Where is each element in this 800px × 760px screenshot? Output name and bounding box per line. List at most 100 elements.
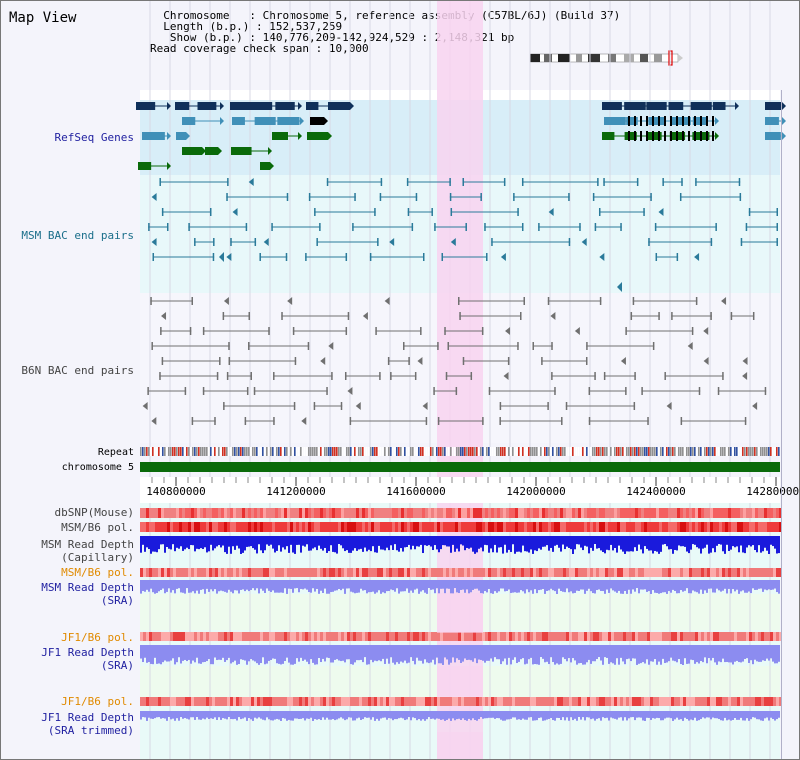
dbsnp-cell [419,508,422,518]
msm-bac-end [503,178,506,186]
msm-depth-bar [244,536,246,551]
msm-bac-end [377,238,379,246]
dbsnp-cell [482,508,485,518]
jf1-sra-depth-bar [566,645,568,662]
msm-sra-depth-bar [494,580,496,592]
msm-sra-depth-bar [482,580,484,594]
msm-bac-arrow [151,238,157,246]
jf1-trim-depth-bar [178,711,180,721]
jf1-trim-depth-bar [550,711,552,719]
msm-sra-depth-bar [660,580,662,594]
msm-bac-end [462,178,464,186]
msm-sra-depth-bar [408,580,410,593]
msm-sra-depth-bar [388,580,390,591]
jf1-trim-depth-bar [766,711,768,718]
jf1-trim-depth-bar [420,711,422,721]
pol-cell [713,522,716,532]
jf1-trim-depth-bar [496,711,498,719]
track-label-msm-bac[interactable]: MSM BAC end pairs [21,229,134,242]
repeat-mark [584,447,586,456]
pol-cell [491,522,494,532]
repeat-mark [674,447,676,456]
jf1-sra-depth-bar [666,645,668,663]
msm-depth-bar [758,536,760,546]
jf1-sra-depth-bar [224,645,226,662]
pol-cell [608,568,611,577]
repeat-mark [280,447,282,456]
jf1-trim-depth-bar [158,711,160,718]
jf1-sra-depth-bar [474,645,476,659]
msm-sra-depth-bar [566,580,568,589]
b6n-bac-end [403,342,405,350]
pol-cell [545,568,548,577]
repeat-mark [548,447,550,456]
b6n-bac-end [594,372,596,380]
repeat-mark [362,447,364,456]
msm-depth-bar [734,536,736,548]
pol-cell [173,697,176,706]
msm-bac-end [592,193,595,201]
jf1-trim-depth-bar [152,711,154,719]
msm-sra-depth-bar [416,580,418,589]
msm-depth-bar [608,536,610,551]
repeat-mark [598,447,600,456]
repeat-mark [342,447,344,456]
dbsnp-cell [635,508,638,518]
track-label-dbsnp: dbSNP(Mouse) [54,506,134,519]
msm-sra-depth-bar [242,580,244,590]
msm-bac-end [739,193,742,201]
track-label-b6n-bac[interactable]: B6N BAC end pairs [21,364,134,377]
jf1-trim-depth-bar [394,711,396,720]
jf1-trim-depth-bar [574,711,576,719]
pol-cell [194,568,197,577]
chromosome-ideogram[interactable] [528,50,688,66]
repeat-mark [730,447,732,456]
msm-depth-bar [326,536,328,553]
jf1-trim-depth-bar [544,711,546,721]
msm-depth-bar [504,536,506,545]
msm-sra-depth-bar [458,580,460,594]
jf1-trim-depth-bar [532,711,534,721]
pol-cell [548,697,551,706]
msm-sra-depth-bar [508,580,510,590]
msm-depth-bar [738,536,740,553]
pol-cell [551,632,554,641]
highlight-region [437,593,483,633]
msm-depth-bar [150,536,152,554]
jf1-trim-depth-bar [236,711,238,721]
jf1-trim-depth-bar [346,711,348,720]
msm-depth-bar [598,536,600,549]
msm-sra-depth-bar [252,580,254,589]
dbsnp-cell [350,508,353,518]
dbsnp-cell [155,508,158,518]
jf1-trim-depth-bar [360,711,362,720]
repeat-mark [220,447,222,456]
jf1-trim-depth-bar [162,711,164,719]
gene-exon [646,131,648,141]
jf1-sra-depth-bar [330,645,332,663]
pol-cell [296,632,299,641]
pol-cell [542,632,545,641]
track-label-refseq-genes[interactable]: RefSeq Genes [54,131,134,144]
pol-cell [440,568,443,577]
dbsnp-cell [194,508,197,518]
dbsnp-cell [581,508,584,518]
repeat-mark [750,447,752,456]
jf1-sra-depth-bar [462,645,464,662]
msm-sra-depth-bar [752,580,754,589]
repeat-mark [474,447,476,456]
jf1-trim-depth-bar [486,711,488,719]
pol-cell [572,568,575,577]
gene-exon [646,102,667,110]
pol-cell [254,632,257,641]
msm-depth-bar [172,536,174,545]
pol-cell [611,568,614,577]
repeat-mark [142,447,144,456]
jf1-sra-depth-bar [422,645,424,664]
msm-sra-depth-bar [244,580,246,592]
dbsnp-cell [749,508,752,518]
pol-cell [203,522,206,532]
pol-cell [524,522,527,532]
pol-cell [752,568,755,577]
